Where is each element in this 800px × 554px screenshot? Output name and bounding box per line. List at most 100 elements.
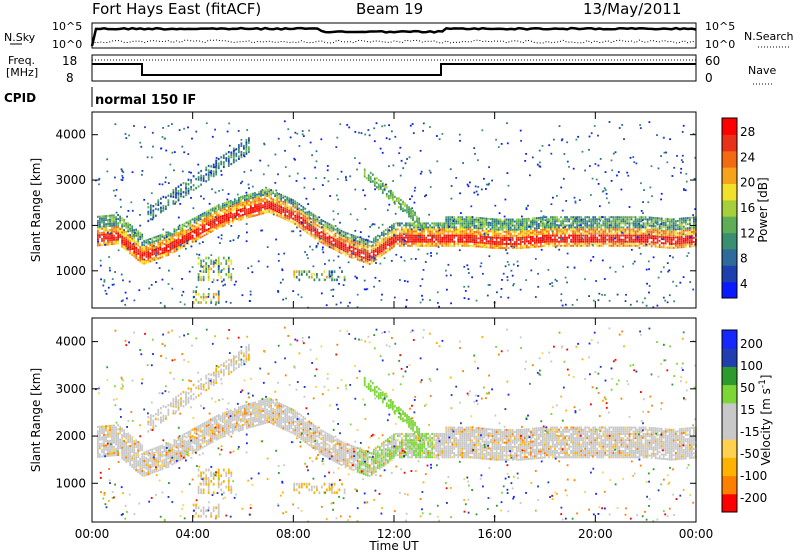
power-cell: [302, 210, 305, 213]
power-cell: [242, 215, 244, 218]
power-cell: [298, 207, 301, 210]
power-cell: [139, 224, 142, 227]
power-cell: [594, 238, 597, 241]
power-cell: [207, 264, 210, 268]
power-cell: [636, 236, 639, 239]
power-cell: [381, 151, 384, 154]
power-cell: [411, 234, 413, 237]
power-cell: [499, 226, 502, 229]
power-cell: [316, 218, 319, 221]
power-cell: [664, 236, 667, 239]
power-cell: [295, 275, 298, 279]
power-cell: [360, 132, 363, 134]
power-cell: [427, 230, 429, 233]
power-cell: [578, 222, 580, 225]
power-cell: [310, 221, 312, 223]
power-cell: [573, 266, 576, 269]
power-cell: [229, 240, 232, 242]
power-cell: [407, 234, 409, 237]
power-cell: [614, 151, 617, 154]
power-cell: [630, 240, 633, 243]
power-cell: [312, 217, 315, 220]
power-cell: [135, 257, 138, 260]
power-cell: [646, 234, 649, 237]
power-cell: [221, 208, 224, 211]
power-cell: [288, 201, 291, 204]
power-cell: [471, 228, 474, 231]
power-cell: [289, 136, 292, 139]
power-cell: [477, 217, 480, 219]
power-cell: [614, 218, 617, 221]
power-cell: [610, 230, 613, 233]
power-cell: [414, 258, 417, 260]
power-cell: [360, 251, 363, 254]
power-cell: [260, 190, 262, 193]
power-cell: [205, 301, 207, 304]
power-cell: [399, 279, 401, 281]
power-cell: [135, 247, 138, 249]
power-cell: [208, 288, 210, 290]
power-cell: [531, 239, 534, 242]
colorbar-tick-label: 28: [740, 125, 755, 139]
power-cell: [296, 201, 299, 204]
power-cell: [517, 220, 520, 223]
power-cell: [112, 189, 115, 192]
power-cell: [668, 228, 671, 231]
power-cell: [544, 242, 546, 245]
power-cell: [682, 233, 685, 236]
power-cell: [264, 201, 266, 204]
power-cell: [231, 205, 234, 208]
power-cell: [288, 211, 291, 214]
power-cell: [120, 300, 123, 303]
power-cell: [177, 234, 180, 237]
power-cell: [457, 228, 460, 231]
power-cell: [161, 256, 164, 259]
power-cell: [122, 176, 124, 179]
velocity-cell: [103, 425, 105, 428]
power-cell: [491, 222, 494, 225]
power-cell: [413, 228, 415, 231]
power-cell: [533, 227, 536, 230]
power-cell: [511, 234, 514, 237]
power-cell: [322, 238, 325, 241]
power-cell: [521, 226, 524, 229]
power-cell: [139, 248, 142, 251]
power-cell: [509, 234, 512, 237]
power-cell: [240, 204, 242, 207]
power-cell: [529, 223, 532, 226]
power-cell: [143, 241, 146, 244]
power-cell: [531, 156, 534, 159]
power-cell: [436, 135, 438, 137]
power-cell: [590, 236, 593, 239]
power-cell: [668, 234, 671, 237]
power-cell: [538, 223, 540, 225]
power-cell: [431, 238, 433, 241]
power-cell: [636, 238, 639, 241]
power-cell: [562, 224, 564, 227]
power-cell: [322, 228, 325, 231]
power-cell: [129, 250, 131, 253]
power-cell: [219, 225, 222, 228]
power-cell: [223, 204, 226, 207]
power-cell: [324, 237, 327, 240]
power-cell: [379, 183, 382, 186]
power-cell: [433, 222, 436, 225]
power-cell: [366, 252, 369, 254]
power-cell: [586, 242, 589, 245]
power-cell: [139, 250, 142, 253]
power-cell: [447, 232, 450, 235]
power-cell: [326, 224, 329, 227]
power-cell: [481, 241, 484, 244]
power-cell: [372, 241, 375, 244]
power-cell: [511, 236, 514, 239]
power-cell: [566, 218, 568, 221]
power-cell: [511, 228, 514, 231]
power-cell: [300, 210, 303, 213]
power-cell: [682, 229, 685, 232]
power-cell: [256, 205, 258, 208]
power-cell: [362, 260, 365, 263]
power-cell: [680, 244, 683, 247]
power-cell: [475, 243, 478, 246]
power-cell: [177, 248, 180, 251]
power-cell: [246, 196, 248, 199]
